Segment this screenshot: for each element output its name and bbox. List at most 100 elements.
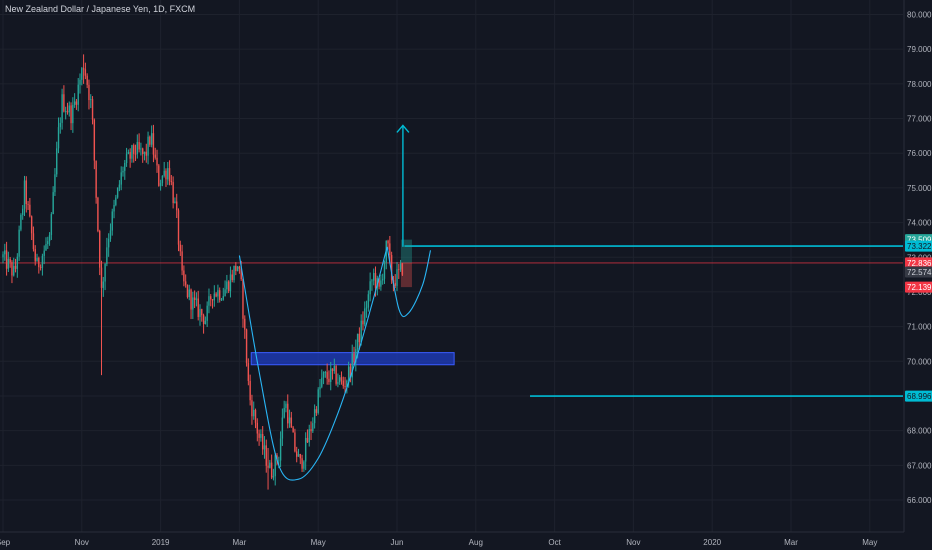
candle xyxy=(389,235,391,263)
price-label-box xyxy=(905,257,932,269)
candle-body xyxy=(242,279,244,319)
candle xyxy=(360,314,362,346)
candle-body xyxy=(220,299,223,301)
candle xyxy=(97,196,99,233)
candle-body xyxy=(347,366,350,381)
long-position-profit-zone xyxy=(400,239,412,263)
candle xyxy=(73,93,76,108)
candle xyxy=(133,143,135,163)
candle-body xyxy=(322,372,325,378)
candle xyxy=(306,429,309,444)
candle xyxy=(213,285,216,307)
x-tick-label: May xyxy=(862,538,877,547)
candle-body xyxy=(297,454,300,457)
candle xyxy=(312,417,314,433)
candle-body xyxy=(365,307,368,309)
candle xyxy=(362,311,364,331)
candle xyxy=(165,168,167,187)
candle-body xyxy=(188,289,190,298)
candle xyxy=(14,258,17,273)
candle xyxy=(353,346,355,367)
candle xyxy=(193,290,196,308)
candle-body xyxy=(367,294,370,308)
candle xyxy=(104,263,106,291)
candle-body xyxy=(292,427,294,433)
candle xyxy=(224,280,226,297)
candle xyxy=(285,401,287,413)
candle-body xyxy=(156,157,158,166)
candle-body xyxy=(50,214,53,235)
candle xyxy=(45,237,47,251)
candle xyxy=(371,278,373,291)
candle xyxy=(27,201,29,210)
candle-body xyxy=(308,429,310,443)
candle-body xyxy=(16,256,19,269)
candle xyxy=(324,370,327,378)
candle xyxy=(84,62,87,80)
candle xyxy=(222,287,224,301)
candle-body xyxy=(217,290,219,297)
candle-body xyxy=(131,145,133,159)
candle-body xyxy=(99,230,101,268)
candle xyxy=(279,431,282,467)
candle xyxy=(16,253,19,278)
candle-body xyxy=(202,315,205,325)
x-tick-label: Nov xyxy=(75,538,89,547)
candle xyxy=(258,429,260,446)
candle-body xyxy=(396,269,398,286)
candle-body xyxy=(240,268,242,280)
candle-body xyxy=(38,257,40,268)
candle xyxy=(303,460,305,472)
candle-body xyxy=(193,297,196,300)
candle xyxy=(13,257,15,277)
candle xyxy=(226,274,228,294)
candle-body xyxy=(340,377,343,381)
candle-body xyxy=(176,201,178,211)
candle-body xyxy=(356,333,359,350)
candle-body xyxy=(107,238,110,248)
candle-body xyxy=(20,214,22,230)
candle xyxy=(141,147,144,163)
candle xyxy=(149,135,151,147)
candle xyxy=(120,166,122,191)
chart-title: New Zealand Dollar / Japanese Yen, 1D, F… xyxy=(5,4,196,14)
candle xyxy=(190,288,192,320)
candle xyxy=(122,166,124,177)
candle-body xyxy=(95,160,97,198)
long-position-stop-zone xyxy=(400,262,412,288)
candle xyxy=(390,251,393,284)
candle-body xyxy=(63,94,65,112)
candle xyxy=(399,259,402,272)
candle-body xyxy=(75,101,78,105)
candle-body xyxy=(25,180,27,205)
candle xyxy=(236,265,239,272)
candle-body xyxy=(211,299,214,301)
candle-body xyxy=(39,267,42,268)
candle xyxy=(159,179,162,191)
candle xyxy=(102,276,104,297)
candle-body xyxy=(2,254,4,258)
candle xyxy=(333,358,336,374)
candle xyxy=(140,142,142,156)
y-tick-label: 66.000 xyxy=(907,496,932,505)
x-tick-label: Mar xyxy=(784,538,798,547)
candle-body xyxy=(23,180,26,209)
candle xyxy=(170,174,173,186)
candle-body xyxy=(342,380,344,387)
candle-body xyxy=(380,280,382,287)
price-label-text: 73.509 xyxy=(907,236,932,245)
x-tick-label: Nov xyxy=(626,538,640,547)
candle xyxy=(64,106,67,120)
candle-body xyxy=(158,165,160,186)
candle xyxy=(331,368,334,380)
candle-body xyxy=(102,281,104,288)
candle xyxy=(147,131,149,165)
candle xyxy=(369,272,371,302)
candle-body xyxy=(253,409,255,417)
candle-body xyxy=(355,349,357,362)
candle xyxy=(129,148,131,168)
candle-body xyxy=(330,368,332,382)
candle xyxy=(188,284,190,301)
candle-body xyxy=(333,366,336,371)
